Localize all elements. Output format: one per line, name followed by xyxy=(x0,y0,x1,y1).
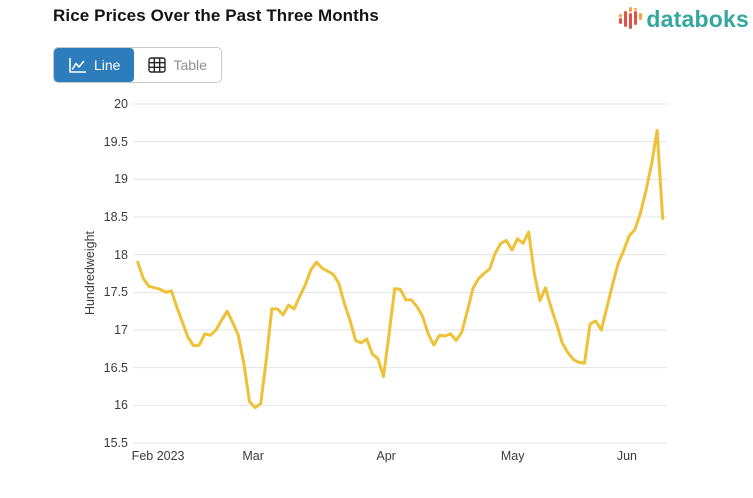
y-tick-label: 17 xyxy=(114,323,128,337)
x-tick-label: Mar xyxy=(242,449,264,463)
page-title: Rice Prices Over the Past Three Months xyxy=(53,6,379,25)
y-tick-label: 17.5 xyxy=(103,285,128,300)
y-tick-label: 18.5 xyxy=(103,210,128,224)
line-chart-icon xyxy=(68,57,87,74)
table-view-button[interactable]: Table xyxy=(134,48,221,82)
databoks-logo: databoks xyxy=(618,6,749,33)
line-view-label: Line xyxy=(94,57,121,73)
view-toggle-group: Line Table xyxy=(53,47,222,83)
y-tick-label: 16.5 xyxy=(103,360,128,375)
databoks-bars-icon xyxy=(618,6,644,33)
table-view-label: Table xyxy=(173,57,207,73)
y-tick-label: 15.5 xyxy=(103,436,128,450)
databoks-wordmark: databoks xyxy=(646,6,749,32)
y-tick-label: 18 xyxy=(114,247,128,262)
y-tick-label: 19.5 xyxy=(103,134,128,149)
x-tick-label: May xyxy=(500,449,525,463)
y-tick-label: 19 xyxy=(114,172,128,187)
table-grid-icon xyxy=(148,57,167,73)
x-tick-label: Jun xyxy=(616,449,638,463)
x-tick-label: Apr xyxy=(376,449,396,463)
y-tick-label: 20 xyxy=(114,97,128,111)
rice-price-line xyxy=(136,128,665,410)
y-axis-title: Hundredweight xyxy=(83,230,97,316)
line-view-button[interactable]: Line xyxy=(54,48,135,82)
gridlines xyxy=(133,103,667,444)
price-line-plot xyxy=(133,103,667,444)
x-tick-label: Feb 2023 xyxy=(131,449,185,463)
y-tick-label: 16 xyxy=(114,398,128,413)
